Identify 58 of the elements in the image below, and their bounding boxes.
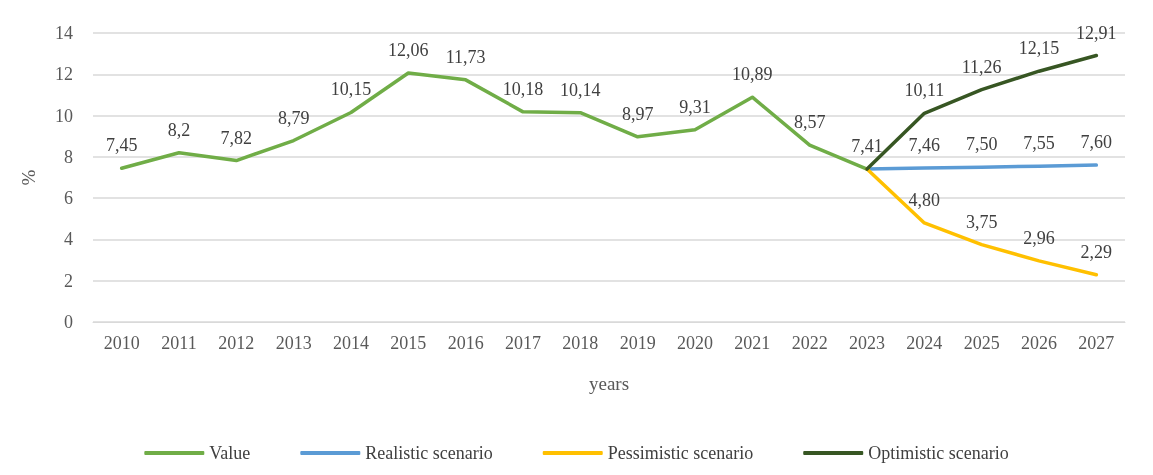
data-label: 12,06 xyxy=(388,40,429,61)
y-tick-label: 12 xyxy=(55,64,73,85)
y-tick-label: 14 xyxy=(55,23,73,43)
x-tick-label: 2020 xyxy=(677,333,713,353)
data-label: 10,89 xyxy=(732,64,773,85)
data-label: 7,60 xyxy=(1080,132,1113,153)
data-label: 10,11 xyxy=(904,80,945,101)
x-tick-label: 2019 xyxy=(619,333,656,353)
y-tick-label: 0 xyxy=(64,312,73,332)
data-label: 7,55 xyxy=(1023,133,1055,154)
data-label: 3,75 xyxy=(965,211,998,232)
legend-label: Pessimistic scenario xyxy=(607,443,754,463)
data-label: 9,31 xyxy=(679,96,711,117)
data-label: 4,80 xyxy=(908,189,941,210)
x-axis-title: years xyxy=(588,373,630,394)
x-tick-label: 2022 xyxy=(791,333,828,353)
y-tick-label: 8 xyxy=(64,146,73,167)
y-tick-label: 2 xyxy=(64,270,73,291)
x-tick-label: 2027 xyxy=(1078,333,1115,353)
data-label: 2,29 xyxy=(1080,241,1113,262)
x-tick-label: 2016 xyxy=(447,333,484,353)
data-label: 11,26 xyxy=(961,56,1002,77)
data-label: 8,97 xyxy=(621,103,654,124)
x-tick-label: 2021 xyxy=(734,333,771,353)
data-label: 7,41 xyxy=(851,136,883,157)
data-label: 7,82 xyxy=(220,127,253,148)
legend-label: Optimistic scenario xyxy=(868,443,1009,463)
x-tick-label: 2011 xyxy=(161,333,197,353)
x-tick-label: 2023 xyxy=(849,333,885,353)
y-axis-title: % xyxy=(18,169,39,186)
data-label: 12,15 xyxy=(1018,38,1060,59)
x-tick-label: 2013 xyxy=(275,333,312,353)
y-tick-label: 10 xyxy=(55,105,73,126)
data-label: 11,73 xyxy=(445,46,486,67)
data-label: 2,96 xyxy=(1023,227,1055,248)
x-tick-label: 2024 xyxy=(906,333,943,353)
x-tick-label: 2010 xyxy=(103,333,140,353)
data-label: 7,46 xyxy=(908,135,941,155)
data-label: 8,79 xyxy=(277,107,310,128)
data-label: 12,91 xyxy=(1076,22,1117,43)
x-tick-label: 2018 xyxy=(562,333,599,353)
legend-label: Realistic scenario xyxy=(365,443,493,463)
data-label: 7,45 xyxy=(105,135,138,156)
legend-label: Value xyxy=(209,443,251,463)
x-tick-label: 2014 xyxy=(333,333,369,353)
data-label: 10,14 xyxy=(560,79,601,100)
y-tick-label: 4 xyxy=(64,229,73,250)
data-label: 10,18 xyxy=(502,78,544,99)
data-label: 8,2 xyxy=(167,119,191,140)
x-tick-label: 2012 xyxy=(218,333,255,353)
x-tick-label: 2025 xyxy=(963,333,1000,353)
data-label: 10,15 xyxy=(330,79,372,100)
x-tick-label: 2017 xyxy=(505,333,541,353)
data-label: 7,50 xyxy=(965,134,998,155)
x-tick-label: 2015 xyxy=(390,333,427,353)
data-label: 8,57 xyxy=(793,112,826,133)
x-tick-label: 2026 xyxy=(1021,333,1057,353)
y-tick-label: 6 xyxy=(64,188,73,209)
